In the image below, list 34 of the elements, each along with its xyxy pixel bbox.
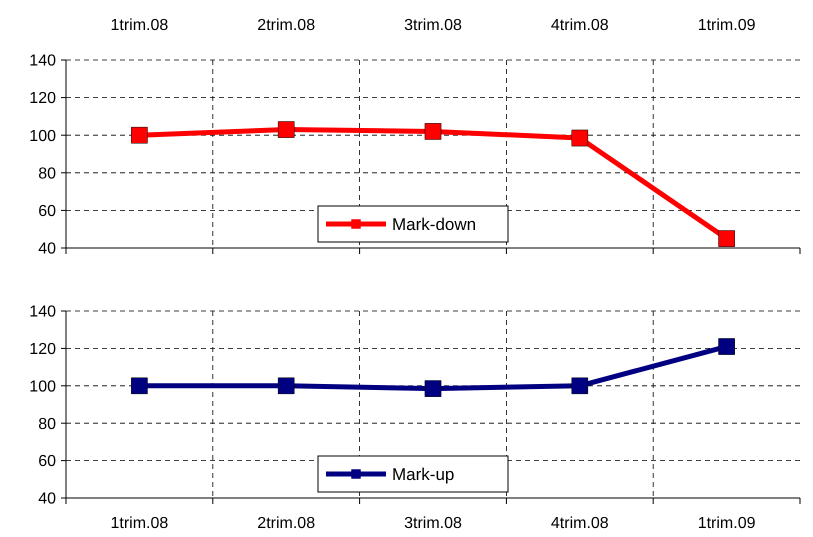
point <box>571 377 588 394</box>
x-tick-label: 4trim.08 <box>550 17 609 34</box>
y-tick-label: 140 <box>29 304 56 321</box>
x-tick-label: 1trim.08 <box>110 515 168 532</box>
y-tick-label: 60 <box>38 453 56 470</box>
y-tick-label: 140 <box>29 52 56 70</box>
point <box>131 126 148 144</box>
y-tick-label: 100 <box>29 128 56 145</box>
point <box>278 377 295 394</box>
point <box>571 130 588 146</box>
y-tick-label: 40 <box>38 490 56 508</box>
point <box>718 230 735 247</box>
point <box>424 380 442 397</box>
x-tick-label: 1trim.08 <box>110 17 168 34</box>
legend-label: Mark-down <box>392 214 476 234</box>
x-tick-label: 4trim.08 <box>550 515 609 532</box>
x-tick-label: 2trim.08 <box>257 17 316 34</box>
legend-label: Mark-up <box>392 464 454 484</box>
point <box>131 377 148 394</box>
y-tick-label: 40 <box>38 240 56 258</box>
point <box>718 338 735 355</box>
x-tick-label: 1trim.09 <box>698 17 756 34</box>
point <box>424 123 442 140</box>
y-tick-label: 100 <box>29 378 56 396</box>
y-tick-label: 60 <box>38 203 56 220</box>
y-tick-label: 80 <box>38 165 56 182</box>
y-tick-label: 80 <box>38 416 56 433</box>
x-tick-label: 3trim.08 <box>404 515 462 532</box>
y-tick-label: 120 <box>29 90 56 108</box>
y-tick-label: 120 <box>29 341 56 358</box>
x-tick-label: 1trim.09 <box>698 515 756 532</box>
point <box>278 121 295 138</box>
x-tick-label: 2trim.08 <box>257 515 316 532</box>
x-tick-label: 3trim.08 <box>404 17 462 34</box>
